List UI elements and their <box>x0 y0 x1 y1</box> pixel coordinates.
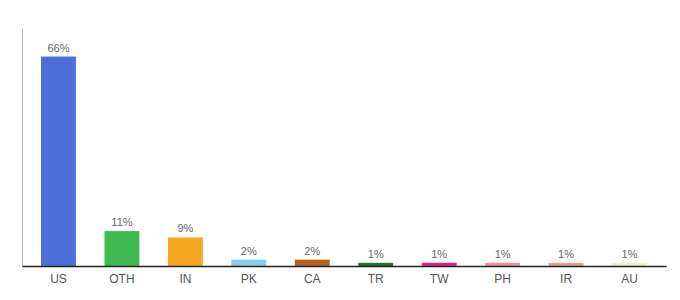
x-tick: TW <box>430 272 449 286</box>
x-tick: PH <box>494 272 511 286</box>
data-label: 1% <box>558 248 574 260</box>
data-label: 2% <box>304 245 320 257</box>
data-label: 1% <box>622 248 638 260</box>
bar <box>168 237 203 266</box>
x-tick-label: TR <box>368 272 384 286</box>
x-tick-label: IN <box>179 272 191 286</box>
x-axis-line <box>23 266 667 268</box>
bar <box>485 263 520 266</box>
bars <box>41 57 647 266</box>
x-tick: OTH <box>109 272 134 286</box>
chart-container: US OTH IN PK CA TR TW PH IR AU 66% 11% 9% 2% 2% 1% 1% 1% 1… <box>0 0 680 300</box>
data-label: 1% <box>495 248 511 260</box>
x-tick-label: CA <box>304 272 321 286</box>
chart-svg: US OTH IN PK CA TR TW PH IR AU 66% 11% 9% 2% 2% 1% 1% 1% 1… <box>0 0 680 300</box>
bar <box>358 263 393 266</box>
bar <box>295 260 330 266</box>
y-axis-line <box>22 29 23 267</box>
x-tick: AU <box>621 272 638 286</box>
bar <box>231 260 266 266</box>
x-tick-label: PK <box>241 272 257 286</box>
x-tick: US <box>50 272 67 286</box>
data-label: 1% <box>431 248 447 260</box>
data-labels: 66% 11% 9% 2% 2% 1% 1% 1% 1% 1% <box>47 42 637 260</box>
x-tick: PK <box>241 272 257 286</box>
x-tick: CA <box>304 272 321 286</box>
x-tick: TR <box>368 272 384 286</box>
x-axis: US OTH IN PK CA TR TW PH IR AU <box>23 267 667 286</box>
data-label: 66% <box>47 42 69 54</box>
x-tick: IN <box>179 272 191 286</box>
bar <box>612 263 647 266</box>
y-axis <box>22 29 23 267</box>
bar <box>41 57 76 266</box>
x-tick-label: TW <box>430 272 449 286</box>
data-label: 9% <box>177 222 193 234</box>
plot: US OTH IN PK CA TR TW PH IR AU 66% 11% 9% 2% 2% 1% 1% 1% 1… <box>23 29 667 286</box>
data-label: 2% <box>241 245 257 257</box>
x-tick-label: IR <box>560 272 572 286</box>
x-tick: IR <box>560 272 572 286</box>
bar <box>549 263 584 266</box>
x-tick-label: US <box>50 272 67 286</box>
x-tick-label: PH <box>494 272 511 286</box>
bar <box>104 231 139 266</box>
x-tick-label: OTH <box>109 272 134 286</box>
bar <box>422 263 457 266</box>
x-tick-label: AU <box>621 272 638 286</box>
data-label: 11% <box>111 216 132 228</box>
data-label: 1% <box>368 248 384 260</box>
